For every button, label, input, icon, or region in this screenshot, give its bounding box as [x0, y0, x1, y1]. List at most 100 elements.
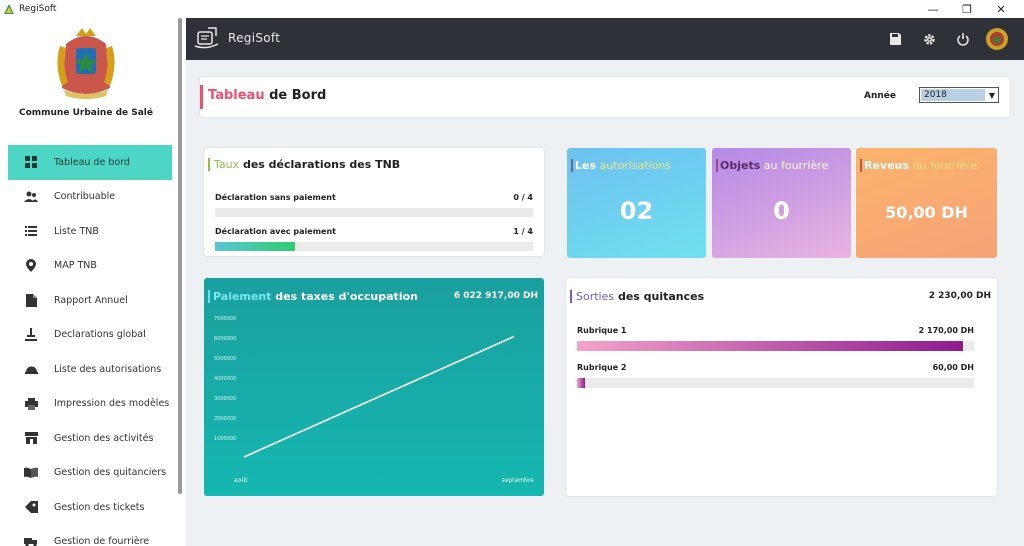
progress-row-avec-paiement: Déclaration avec paiement 1 / 4	[215, 227, 533, 251]
rubrique-track	[577, 378, 974, 388]
chevron-down-icon[interactable]: ▼	[988, 90, 996, 100]
close-button[interactable]: ✕	[996, 2, 1006, 16]
tnb-declarations-card: Taux des déclarations des TNB Déclaratio…	[204, 148, 544, 256]
report-icon	[24, 293, 38, 307]
rubrique-value: 2 170,00 DH	[918, 326, 974, 335]
list-icon	[24, 224, 38, 238]
rubrique-track	[577, 341, 974, 351]
sidebar-item-label: Gestion des quitanciers	[54, 467, 167, 479]
y-tick-label: 5000000	[214, 356, 236, 362]
sidebar-item-declarations-global[interactable]: Declarations global	[8, 318, 172, 353]
helmet-icon	[24, 362, 38, 376]
progress-track	[215, 208, 533, 217]
rubrique-value: 60,00 DH	[932, 363, 974, 372]
rubrique-row-2: Rubrique 2 60,00 DH	[577, 363, 974, 388]
stat-value: 02	[619, 197, 654, 225]
quittances-card-title: Sorties des quitances	[570, 290, 704, 303]
sidebar-item-map-tnb[interactable]: MAP TNB	[8, 249, 172, 284]
series-line	[243, 335, 515, 458]
sidebar-item-label: Declarations global	[54, 329, 146, 341]
rubrique-row-1: Rubrique 1 2 170,00 DH	[577, 326, 974, 351]
progress-row-sans-paiement: Déclaration sans paiement 0 / 4	[215, 193, 533, 217]
sidebar-item-label: Impression des modèles	[54, 398, 170, 410]
header-accent	[200, 85, 203, 109]
window-controls: — ❐ ✕	[916, 0, 1018, 18]
sidebar: Commune Urbaine de Salé Tableau de bord …	[0, 18, 186, 546]
y-tick-label: 6000000	[214, 336, 236, 342]
ticket-icon	[24, 500, 38, 514]
year-select[interactable]: 2018 ▼	[919, 87, 999, 103]
stat-objets-fourriere[interactable]: Objets au fourrière 0	[712, 148, 851, 258]
stat-value: 0	[773, 197, 790, 225]
rubrique-label: Rubrique 2	[577, 363, 627, 372]
sidebar-item-label: Liste des autorisations	[54, 363, 162, 375]
stat-label: Reveus du fourrière	[860, 159, 977, 172]
stat-revenus-fourriere[interactable]: Reveus du fourrière 50,00 DH	[856, 148, 997, 258]
brand[interactable]: RegiSoft	[194, 26, 280, 50]
quittances-card: Sorties des quitances 2 230,00 DH Rubriq…	[566, 278, 997, 496]
gear-icon[interactable]	[912, 18, 946, 60]
y-tick-label: 1000000	[214, 436, 236, 442]
sidebar-item-impression-des-modeles[interactable]: Impression des modèles	[8, 387, 172, 422]
quittances-total: 2 230,00 DH	[928, 291, 991, 301]
coat-of-arms-logo	[57, 28, 115, 99]
sidebar-item-label: Tableau de bord	[54, 156, 130, 168]
sidebar-item-liste-tnb[interactable]: Liste TNB	[8, 214, 172, 249]
progress-label: Déclaration sans paiement	[215, 193, 336, 202]
store-icon	[24, 431, 38, 445]
progress-value: 0 / 4	[513, 193, 533, 202]
sidebar-scrollbar[interactable]	[178, 18, 182, 494]
emblem-icon[interactable]	[980, 18, 1014, 60]
brand-logo-icon	[194, 27, 219, 49]
minimize-button[interactable]: —	[927, 2, 939, 16]
restore-button[interactable]: ❐	[962, 2, 972, 16]
rubrique-fill	[577, 378, 585, 388]
save-icon[interactable]	[878, 18, 912, 60]
window-titlebar: RegiSoft — ❐ ✕	[0, 0, 1024, 18]
sidebar-item-gestion-des-activites[interactable]: Gestion des activités	[8, 421, 172, 456]
y-tick-label: 2000000	[214, 416, 236, 422]
x-tick-label: septembre	[502, 477, 535, 484]
tnb-card-title: Taux des déclarations des TNB	[208, 158, 400, 171]
occupation-line-chart: 1000000 2000000 3000000 4000000 5000000 60000…	[214, 316, 535, 484]
map-pin-icon	[24, 259, 38, 273]
sidebar-item-contribuable[interactable]: Contribuable	[8, 180, 172, 215]
sidebar-nav: Tableau de bord Contribuable Liste TNB M…	[8, 145, 172, 546]
sidebar-item-label: Contribuable	[54, 191, 116, 203]
users-icon	[24, 190, 38, 204]
sidebar-item-label: Liste TNB	[54, 225, 99, 237]
sidebar-item-liste-des-autorisations[interactable]: Liste des autorisations	[8, 352, 172, 387]
y-tick-label: 4000000	[214, 376, 236, 382]
sidebar-item-rapport-annuel[interactable]: Rapport Annuel	[8, 283, 172, 318]
truck-icon	[24, 535, 38, 546]
page-title: Tableau de Bord	[208, 88, 327, 103]
book-icon	[24, 466, 38, 480]
commune-name: Commune Urbaine de Salé	[18, 108, 153, 118]
stat-autorisations[interactable]: Les autorisations 02	[567, 148, 706, 258]
main-content: RegiSoft Tableau de Bord Année 2018 ▼ Ta…	[186, 18, 1024, 546]
rubrique-label: Rubrique 1	[577, 326, 627, 335]
printer-icon	[24, 397, 38, 411]
app-logo-icon	[4, 4, 14, 14]
sidebar-item-label: Gestion de fourrière	[54, 536, 150, 546]
y-tick-label: 3000000	[214, 396, 236, 402]
progress-track	[215, 242, 533, 251]
dashboard-icon	[24, 155, 38, 169]
sidebar-item-gestion-de-fourriere[interactable]: Gestion de fourrière	[8, 525, 172, 546]
power-icon[interactable]	[946, 18, 980, 60]
stat-label: Les autorisations	[571, 159, 671, 172]
occupation-total: 6 022 917,00 DH	[453, 291, 538, 301]
sidebar-item-tableau-de-bord[interactable]: Tableau de bord	[8, 145, 172, 180]
occupation-card-title: Paiement des taxes d'occupation	[208, 290, 418, 303]
stat-value: 50,00 DH	[885, 203, 968, 222]
sidebar-item-label: Gestion des activités	[54, 432, 154, 444]
progress-fill	[215, 242, 295, 251]
sidebar-item-gestion-des-tickets[interactable]: Gestion des tickets	[8, 490, 172, 525]
declaration-icon	[24, 328, 38, 342]
sidebar-item-label: MAP TNB	[54, 260, 97, 272]
stat-label: Objets au fourrière	[716, 159, 828, 172]
progress-value: 1 / 4	[513, 227, 533, 236]
sidebar-item-label: Gestion des tickets	[54, 501, 145, 513]
sidebar-item-label: Rapport Annuel	[54, 294, 128, 306]
sidebar-item-gestion-des-quitanciers[interactable]: Gestion des quitanciers	[8, 456, 172, 491]
